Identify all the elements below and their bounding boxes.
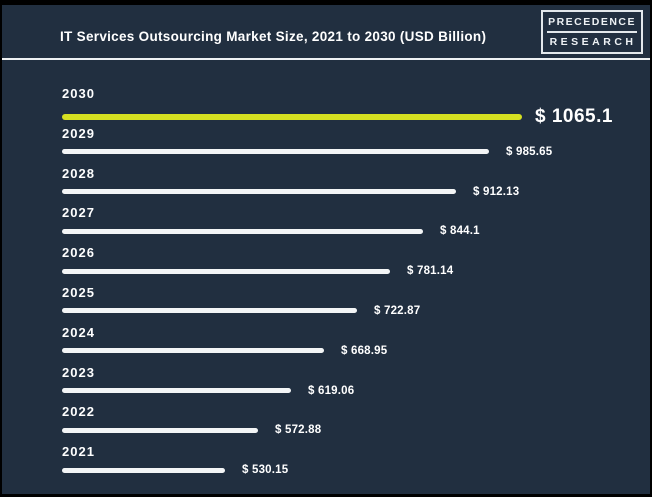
year-label: 2021 — [62, 444, 95, 460]
bar-2028 — [62, 189, 456, 195]
year-label: 2029 — [62, 125, 95, 141]
value-label: $ 1065.1 — [535, 106, 613, 127]
bar-line: $ 1065.1 — [62, 106, 650, 128]
bar-chart: 2030 $ 1065.1 2029 $ 985.65 2028 $ 912.13 2027… — [2, 60, 650, 494]
bar-line: $ 572.88 — [62, 424, 650, 436]
value-label: $ 985.65 — [506, 145, 553, 158]
bar-2023 — [62, 388, 291, 394]
bar-line: $ 781.14 — [62, 265, 650, 277]
bar-line: $ 844.1 — [62, 225, 650, 237]
bar-2027 — [62, 228, 423, 234]
year-label: 2028 — [62, 165, 95, 181]
bar-2024 — [62, 348, 324, 354]
header-divider — [2, 58, 650, 60]
chart-title: IT Services Outsourcing Market Size, 202… — [60, 29, 487, 44]
value-label: $ 912.13 — [473, 185, 520, 198]
value-label: $ 844.1 — [440, 225, 480, 238]
value-label: $ 619.06 — [308, 384, 355, 397]
bar-row-2027: 2027 $ 844.1 — [62, 206, 650, 246]
year-label: 2027 — [62, 205, 95, 221]
bar-line: $ 912.13 — [62, 186, 650, 198]
logo-line-precedence: PRECEDENCE — [547, 14, 637, 33]
year-label: 2025 — [62, 284, 95, 300]
bar-row-2024: 2024 $ 668.95 — [62, 324, 650, 366]
bar-2029 — [62, 149, 489, 155]
bar-line: $ 985.65 — [62, 146, 650, 158]
bar-row-2026: 2026 $ 781.14 — [62, 246, 650, 286]
bar-2022 — [62, 427, 258, 433]
bar-2025 — [62, 308, 357, 314]
bar-row-2025: 2025 $ 722.87 — [62, 284, 650, 326]
bar-row-2028: 2028 $ 912.13 — [62, 165, 650, 207]
bar-line: $ 530.15 — [62, 464, 650, 476]
bar-row-2022: 2022 $ 572.88 — [62, 405, 650, 445]
logo-line-research: RESEARCH — [549, 36, 637, 48]
bar-line: $ 619.06 — [62, 385, 650, 397]
year-label: 2022 — [62, 404, 95, 420]
chart-header: IT Services Outsourcing Market Size, 202… — [2, 5, 650, 58]
value-label: $ 572.88 — [275, 424, 322, 437]
year-label: 2030 — [62, 86, 95, 101]
bar-row-2021: 2021 $ 530.15 — [62, 445, 650, 485]
year-label: 2023 — [62, 364, 95, 380]
bar-line: $ 668.95 — [62, 345, 650, 357]
bar-2026 — [62, 268, 390, 274]
value-label: $ 668.95 — [341, 344, 388, 357]
year-label: 2026 — [62, 245, 95, 261]
bar-row-2023: 2023 $ 619.06 — [62, 364, 650, 406]
bar-2030 — [62, 114, 522, 120]
precedence-research-logo: PRECEDENCE RESEARCH — [541, 10, 643, 54]
bar-row-2030: 2030 $ 1065.1 — [62, 87, 650, 127]
bar-2021 — [62, 467, 225, 473]
bar-row-2029: 2029 $ 985.65 — [62, 125, 650, 167]
year-label: 2024 — [62, 324, 95, 340]
value-label: $ 722.87 — [374, 304, 421, 317]
value-label: $ 530.15 — [242, 464, 289, 477]
value-label: $ 781.14 — [407, 265, 454, 278]
bar-line: $ 722.87 — [62, 305, 650, 317]
